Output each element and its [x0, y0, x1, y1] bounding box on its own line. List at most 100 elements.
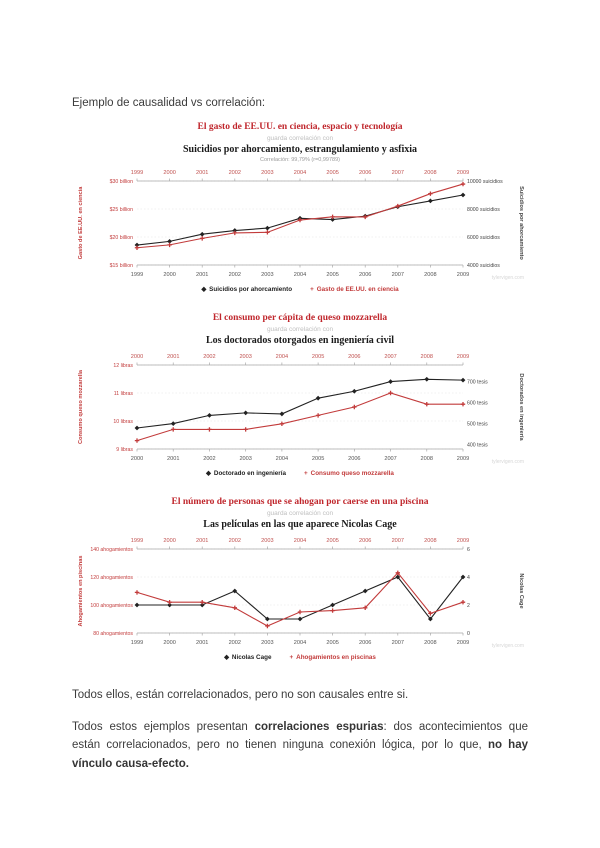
- data-point-plus: [297, 217, 303, 223]
- data-point-diamond: [460, 377, 466, 383]
- legend-label: Ahogamientos en piscinas: [296, 654, 376, 661]
- year-label-bottom: 2002: [229, 640, 241, 646]
- year-label-bottom: 2008: [421, 456, 433, 462]
- left-tick-label: $15 billion: [110, 263, 133, 269]
- year-label-top: 2001: [196, 538, 208, 544]
- data-point-plus: [167, 242, 172, 248]
- year-label-top: 2003: [239, 354, 251, 360]
- left-axis-title: Gasto de EE.UU. en ciencia: [78, 186, 84, 260]
- year-label-bottom: 2009: [457, 272, 469, 278]
- year-label-bottom: 2003: [261, 272, 273, 278]
- left-tick-label: 10 libras: [113, 419, 133, 425]
- chart-legend: ◆ Nicolas Cage + Ahogamientos en piscinas: [73, 649, 527, 661]
- year-label-bottom: 2003: [239, 456, 251, 462]
- year-label-bottom: 2005: [312, 456, 324, 462]
- year-label-top: 2008: [424, 538, 436, 544]
- summary-text-2: : dos acontecimientos que están correlac…: [72, 721, 528, 752]
- year-label-top: 1999: [131, 538, 143, 544]
- data-point-diamond: [134, 425, 140, 431]
- legend-item: ◆ Suicidios por ahorcamiento: [201, 286, 292, 293]
- year-label-top: 2000: [163, 538, 175, 544]
- data-point-plus: [363, 605, 368, 610]
- left-tick-label: 80 ahogamientos: [93, 631, 133, 637]
- intro-text: Ejemplo de causalidad vs correlación:: [72, 97, 266, 109]
- chart-legend: ◆ Doctorado en ingeniería + Consumo queso m…: [73, 465, 527, 477]
- year-label-top: 2006: [359, 538, 371, 544]
- data-point-plus: [330, 608, 335, 613]
- year-label-top: 2004: [276, 354, 288, 360]
- year-label-top: 2009: [457, 354, 469, 360]
- data-point-plus: [243, 427, 248, 432]
- data-point-plus: [134, 590, 140, 595]
- year-label-top: 2002: [203, 354, 215, 360]
- chart-figure-mozzarella-doctorates: El consumo per cápita de queso mozzarell…: [73, 309, 527, 477]
- data-point-diamond: [428, 198, 433, 204]
- chart-watermark: tylervigen.com: [491, 643, 524, 649]
- right-tick-label: 2: [467, 603, 470, 609]
- data-point-diamond: [134, 242, 140, 248]
- year-label-bottom: 2006: [348, 456, 360, 462]
- chart-watermark: tylervigen.com: [491, 459, 524, 465]
- year-label-bottom: 2000: [163, 640, 175, 646]
- legend-item: + Ahogamientos en piscinas: [289, 654, 375, 661]
- chart-plot: $30 billion $25 billion $20 billion $15 bil…: [78, 170, 524, 278]
- data-point-diamond: [362, 588, 368, 594]
- data-point-plus: [265, 230, 270, 235]
- data-point-plus: [167, 600, 172, 605]
- data-point-plus: [460, 181, 466, 187]
- year-label-bottom: 2007: [392, 640, 404, 646]
- year-label-bottom: 2006: [359, 272, 371, 278]
- year-label-bottom: 2007: [392, 272, 404, 278]
- series-line: [136, 378, 464, 429]
- left-axis-title: Consumo queso mozzarella: [78, 369, 84, 444]
- year-label-top: 2009: [457, 538, 469, 544]
- legend-plus-icon: +: [310, 286, 314, 293]
- year-label-top: 2007: [384, 354, 396, 360]
- data-point-diamond: [243, 410, 249, 416]
- chart-title-black: Las películas en las que aparece Nicolas…: [203, 519, 397, 530]
- legend-item: ◆ Doctorado en ingeniería: [206, 470, 286, 477]
- legend-label: Nicolas Cage: [231, 654, 272, 661]
- year-label-bottom: 2002: [203, 456, 215, 462]
- data-point-plus: [363, 214, 368, 220]
- left-tick-label: 11 libras: [114, 391, 134, 397]
- summary-text-1: Todos estos ejemplos presentan: [72, 721, 255, 733]
- data-point-plus: [460, 600, 466, 605]
- year-label-bottom: 2003: [261, 640, 273, 646]
- data-point-diamond: [265, 225, 270, 231]
- data-point-diamond: [279, 411, 285, 417]
- data-point-diamond: [460, 574, 466, 580]
- chart-plot: 140 ahogamientos 120 ahogamientos 100 ahog…: [78, 538, 524, 646]
- left-tick-label: $20 billion: [110, 235, 133, 241]
- year-label-bottom: 2009: [457, 640, 469, 646]
- data-point-diamond: [395, 574, 401, 580]
- data-point-plus: [460, 402, 466, 407]
- year-label-bottom: 2006: [359, 640, 371, 646]
- data-point-plus: [171, 427, 176, 432]
- data-point-plus: [207, 427, 212, 432]
- data-point-diamond: [330, 217, 335, 222]
- right-tick-label: 8000 suicidios: [467, 207, 500, 213]
- year-label-bottom: 2007: [384, 456, 396, 462]
- summary-paragraph: Todos estos ejemplos presentan correlaci…: [72, 718, 528, 773]
- legend-diamond-icon: ◆: [224, 654, 229, 661]
- left-tick-label: $25 billion: [110, 207, 133, 213]
- data-point-plus: [134, 245, 140, 250]
- left-tick-label: 140 ahogamientos: [90, 547, 133, 553]
- chart-subtitle: guarda correlación con: [266, 135, 334, 142]
- legend-item: + Consumo queso mozzarella: [304, 470, 394, 477]
- data-point-diamond: [167, 602, 172, 608]
- chart-subtitle: guarda correlación con: [266, 326, 334, 333]
- conclusion-text: Todos ellos, están correlacionados, pero…: [72, 689, 409, 701]
- right-tick-label: 700 tesis: [467, 380, 488, 386]
- year-label-top: 2008: [424, 170, 436, 176]
- year-label-top: 2009: [457, 170, 469, 176]
- right-axis-title: Nicolas Cage: [518, 573, 524, 608]
- summary-bold-spurious: correlaciones espurias: [254, 721, 384, 733]
- data-point-plus: [428, 191, 433, 196]
- data-point-diamond: [351, 388, 357, 394]
- data-point-plus: [428, 611, 433, 616]
- year-label-top: 2005: [326, 170, 338, 176]
- chart-figure-drownings-cage: El número de personas que se ahogan por …: [73, 493, 527, 661]
- chart-legend: ◆ Suicidios por ahorcamiento + Gasto de EE.…: [73, 281, 527, 293]
